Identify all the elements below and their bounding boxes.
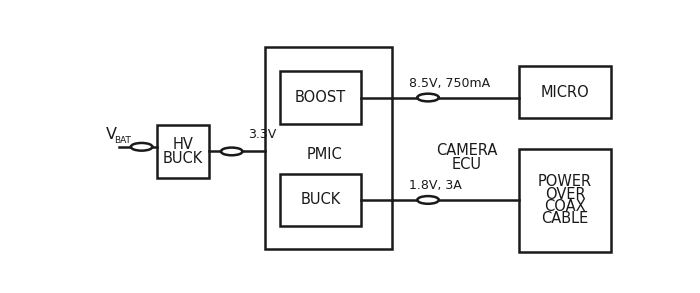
Text: BUCK: BUCK — [163, 151, 203, 166]
Text: POWER: POWER — [538, 174, 592, 189]
Text: CAMERA: CAMERA — [436, 143, 497, 158]
Bar — [280, 174, 361, 226]
Text: V: V — [106, 127, 117, 142]
Text: CABLE: CABLE — [542, 211, 589, 226]
Text: BUCK: BUCK — [300, 193, 341, 207]
Ellipse shape — [417, 94, 439, 101]
Ellipse shape — [131, 143, 153, 151]
Text: 8.5V, 750mA: 8.5V, 750mA — [409, 77, 490, 90]
Bar — [280, 71, 361, 124]
Ellipse shape — [417, 196, 439, 204]
Text: MICRO: MICRO — [540, 85, 589, 100]
Text: BOOST: BOOST — [295, 90, 346, 105]
Bar — [157, 125, 209, 178]
Bar — [265, 47, 392, 249]
Text: HV: HV — [173, 137, 194, 152]
Bar — [519, 66, 611, 118]
Ellipse shape — [221, 148, 242, 155]
Text: BAT: BAT — [114, 136, 131, 145]
Bar — [519, 149, 611, 251]
Text: OVER: OVER — [545, 187, 585, 202]
Text: 1.8V, 3A: 1.8V, 3A — [409, 179, 461, 192]
Text: ECU: ECU — [452, 157, 482, 172]
Text: PMIC: PMIC — [306, 147, 342, 162]
Text: COAX: COAX — [545, 199, 586, 214]
Text: 3.3V: 3.3V — [248, 128, 276, 141]
